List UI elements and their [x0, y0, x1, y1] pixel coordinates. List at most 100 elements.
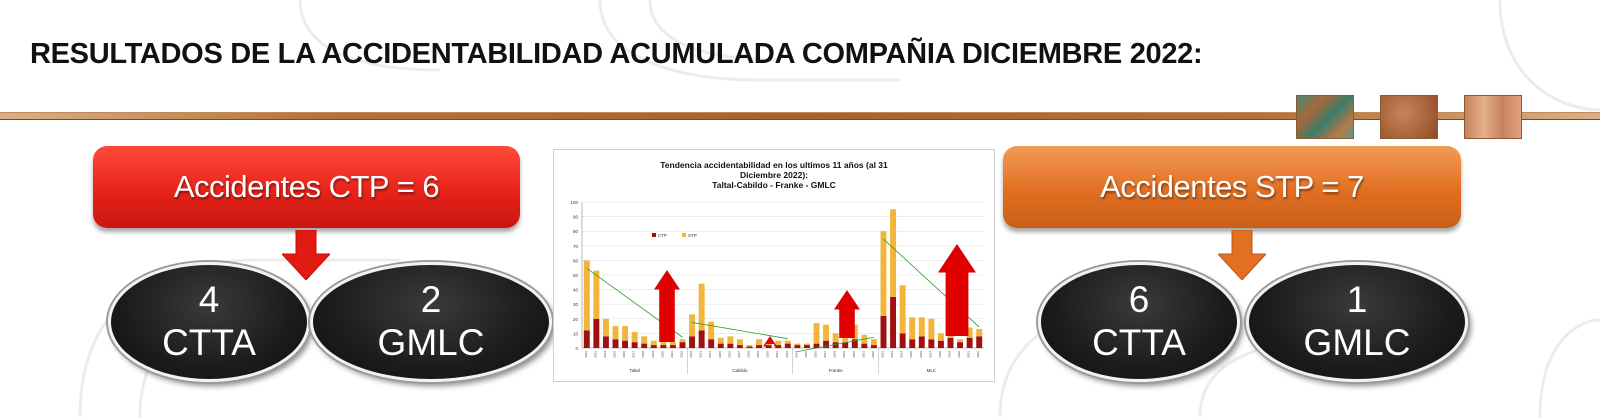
bar-ctp: [583, 330, 590, 348]
x-tick-label: 2020: [660, 351, 664, 358]
bar-ctp: [966, 337, 973, 348]
x-tick-label: 2018: [833, 351, 837, 358]
stp-gmlc-count: 1: [1346, 279, 1368, 321]
bar-stp: [593, 270, 600, 319]
x-tick-label: 2013: [890, 351, 894, 358]
x-tick-label: 2016: [622, 351, 626, 358]
chart-title: Tendencia accidentabilidad en los ultimo…: [554, 160, 994, 190]
ctp-gmlc-oval: 2 GMLC: [310, 262, 552, 382]
legend-ctp-swatch: [652, 233, 656, 237]
bar-ctp: [727, 343, 734, 348]
x-tick-label: 2020: [766, 351, 770, 358]
bar-ctp: [698, 330, 705, 348]
bar-stp: [813, 323, 820, 344]
ctp-accidents-banner: Accidentes CTP = 6: [93, 146, 520, 228]
x-tick-label: 2019: [651, 351, 655, 358]
bar-ctp: [918, 336, 925, 348]
bar-ctp: [602, 336, 609, 348]
bar-ctp: [803, 345, 810, 348]
bar-stp: [727, 336, 734, 344]
bar-stp: [631, 331, 638, 343]
bar-ctp: [622, 340, 629, 348]
bar-ctp: [813, 343, 820, 348]
bar-stp: [937, 333, 944, 341]
bar-ctp: [957, 342, 964, 348]
stp-down-arrow-icon: [1218, 230, 1266, 280]
bar-ctp: [660, 345, 667, 348]
copper-divider: [0, 112, 1600, 120]
bar-ctp: [708, 339, 715, 348]
copper-texture-swatch: [1380, 95, 1438, 139]
x-tick-label: 2016: [919, 351, 923, 358]
bar-ctp: [899, 333, 906, 348]
bar-ctp: [784, 343, 791, 348]
y-tick-label: 50: [573, 273, 579, 278]
x-tick-label: 2017: [823, 351, 827, 358]
bar-ctp: [641, 343, 648, 348]
bar-ctp: [746, 346, 753, 348]
ctp-ctta-label: CTTA: [162, 322, 256, 363]
bar-ctp: [756, 345, 763, 348]
y-tick-label: 30: [573, 302, 579, 307]
bar-stp: [823, 324, 830, 341]
franke-up-arrow-icon: [834, 290, 860, 338]
bar-stp: [736, 339, 743, 346]
bar-ctp: [717, 343, 724, 348]
x-tick-label: 2019: [948, 351, 952, 358]
x-tick-label: 2021: [861, 351, 865, 358]
ctp-down-arrow-icon: [282, 230, 330, 280]
bar-ctp: [669, 345, 676, 348]
x-tick-label: 2013: [699, 351, 703, 358]
bar-stp: [899, 285, 906, 334]
ctp-ctta-oval: 4 CTTA: [108, 262, 310, 382]
x-tick-label: 2018: [641, 351, 645, 358]
x-tick-label: 2015: [718, 351, 722, 358]
accident-trend-chart: Tendencia accidentabilidad en los ultimo…: [553, 149, 995, 382]
bar-stp: [746, 345, 753, 347]
bar-stp: [602, 318, 609, 337]
stp-gmlc-label: GMLC: [1303, 322, 1411, 363]
bar-stp: [775, 340, 782, 346]
bar-ctp: [947, 337, 954, 348]
bar-stp: [622, 326, 629, 341]
bar-stp: [717, 337, 724, 344]
stp-gmlc-oval: 1 GMLC: [1246, 262, 1468, 382]
bar-stp: [679, 339, 686, 343]
bar-stp: [698, 283, 705, 331]
x-tick-label: 2016: [727, 351, 731, 358]
bar-ctp: [909, 339, 916, 348]
x-tick-label: 2012: [584, 351, 588, 358]
ctp-gmlc-label: GMLC: [377, 322, 485, 363]
x-tick-label: 2012: [689, 351, 693, 358]
x-tick-label: 2016: [814, 351, 818, 358]
y-tick-label: 80: [573, 229, 579, 234]
x-tick-label: 2014: [708, 351, 712, 358]
x-tick-label: 2022: [976, 351, 980, 358]
bar-ctp: [832, 342, 839, 348]
group-label: MLC: [927, 368, 937, 373]
x-tick-label: 2020: [852, 351, 856, 358]
bar-stp: [832, 333, 839, 343]
legend-stp-label: STP: [688, 233, 697, 238]
x-tick-label: 2017: [737, 351, 741, 358]
x-tick-label: 2020: [957, 351, 961, 358]
chart-title-line: Diciembre 2022):: [739, 170, 809, 180]
chart-title-line: Taltal-Cabildo - Franke - GMLC: [712, 180, 836, 190]
legend-ctp-label: CTP: [658, 233, 667, 238]
x-tick-label: 2021: [775, 351, 779, 358]
bar-stp: [612, 326, 619, 340]
bar-stp: [890, 209, 897, 297]
y-tick-label: 0: [575, 346, 578, 351]
x-tick-label: 2019: [842, 351, 846, 358]
x-tick-label: 2014: [794, 351, 798, 358]
y-tick-label: 20: [573, 317, 579, 322]
bar-ctp: [775, 345, 782, 348]
bar-ctp: [851, 339, 858, 348]
y-tick-label: 100: [570, 200, 578, 205]
trend-line: [797, 336, 875, 353]
y-tick-label: 40: [573, 288, 579, 293]
bar-stp: [708, 321, 715, 340]
bar-ctp: [823, 340, 830, 348]
bar-ctp: [736, 345, 743, 348]
stp-ctta-label: CTTA: [1092, 322, 1186, 363]
